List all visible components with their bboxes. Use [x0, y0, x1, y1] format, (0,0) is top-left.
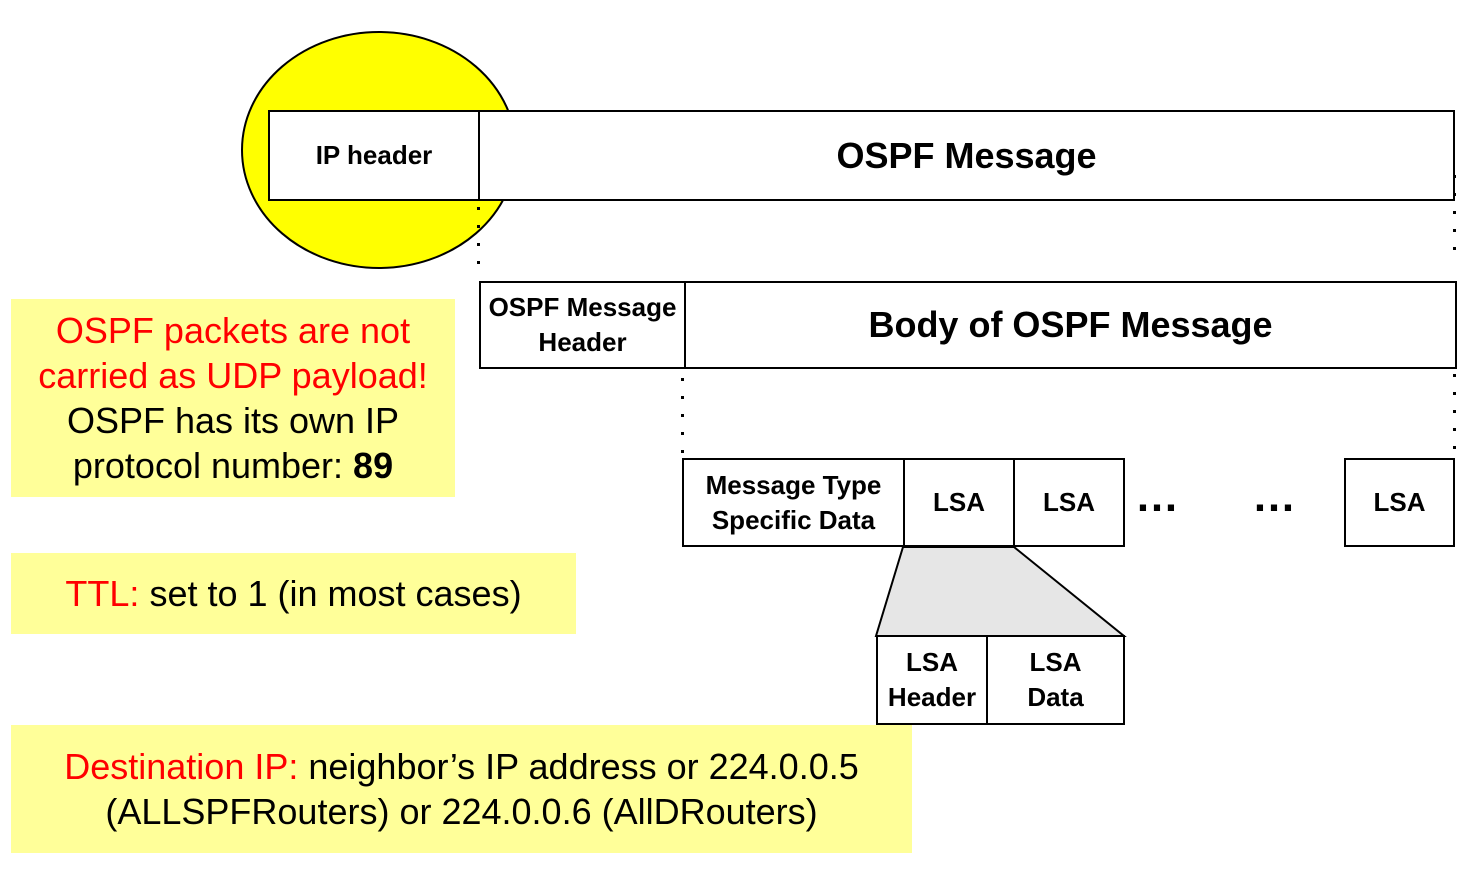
ospf-message-header-box: OSPF Message Header [479, 281, 686, 369]
ellipsis-2: … [1252, 472, 1296, 521]
ellipsis-1: … [1135, 472, 1179, 521]
note-protocol-line1: OSPF packets are not [55, 310, 411, 351]
lsa-data-line1: LSA [1029, 647, 1082, 677]
connector-dots-right-2 [1453, 374, 1456, 464]
ospf-message-box: OSPF Message [478, 110, 1455, 201]
ip-header-box: IP header [268, 110, 480, 201]
ip-header-label: IP header [315, 140, 433, 170]
note-destination-line1: Destination IP: neighbor’s IP address or… [64, 744, 859, 789]
destination-text: neighbor’s IP address or 224.0.0.5 [298, 746, 859, 787]
ospf-message-header-line2: Header [538, 327, 627, 357]
ttl-label: TTL: [65, 573, 140, 614]
ospf-message-label: OSPF Message [836, 134, 1097, 176]
lsa-box-last: LSA [1344, 458, 1455, 547]
connector-dots-right-1 [1453, 175, 1456, 265]
note-protocol-line2: carried as UDP payload! [38, 355, 428, 396]
lsa-label-1: LSA [933, 487, 985, 517]
note-destination-line2: (ALLSPFRouters) or 224.0.0.6 (AllDRouter… [105, 791, 818, 832]
lsa-data-line2: Data [1027, 682, 1084, 712]
protocol-number: 89 [353, 445, 394, 486]
message-type-specific-data-box: Message Type Specific Data [682, 458, 905, 547]
ospf-body-box: Body of OSPF Message [684, 281, 1457, 369]
ospf-message-header-line1: OSPF Message [488, 292, 677, 322]
lsa-label-2: LSA [1043, 487, 1095, 517]
note-protocol: OSPF packets are not carried as UDP payl… [11, 299, 455, 497]
lsa-box-2: LSA [1013, 458, 1125, 547]
connector-dots-left-2 [681, 378, 684, 468]
destination-label: Destination IP: [64, 746, 299, 787]
lsa-data-box: LSA Data [986, 635, 1125, 725]
lsa-box-1: LSA [903, 458, 1015, 547]
message-type-line1: Message Type [705, 469, 882, 500]
connector-dots-left-1 [477, 207, 480, 279]
lsa-expansion-callout [874, 546, 1127, 637]
note-ttl-line: TTL: set to 1 (in most cases) [65, 571, 521, 616]
ospf-body-label: Body of OSPF Message [868, 304, 1273, 345]
note-protocol-line4: protocol number: 89 [72, 445, 394, 486]
note-ttl: TTL: set to 1 (in most cases) [11, 553, 576, 634]
note-protocol-line3: OSPF has its own IP [66, 400, 400, 441]
lsa-header-box: LSA Header [876, 635, 988, 725]
lsa-header-line1: LSA [906, 647, 958, 677]
ttl-text: set to 1 (in most cases) [139, 573, 522, 614]
note-destination: Destination IP: neighbor’s IP address or… [11, 725, 912, 853]
lsa-label-last: LSA [1373, 487, 1426, 517]
lsa-header-line2: Header [887, 682, 977, 712]
message-type-line2: Specific Data [711, 504, 876, 535]
